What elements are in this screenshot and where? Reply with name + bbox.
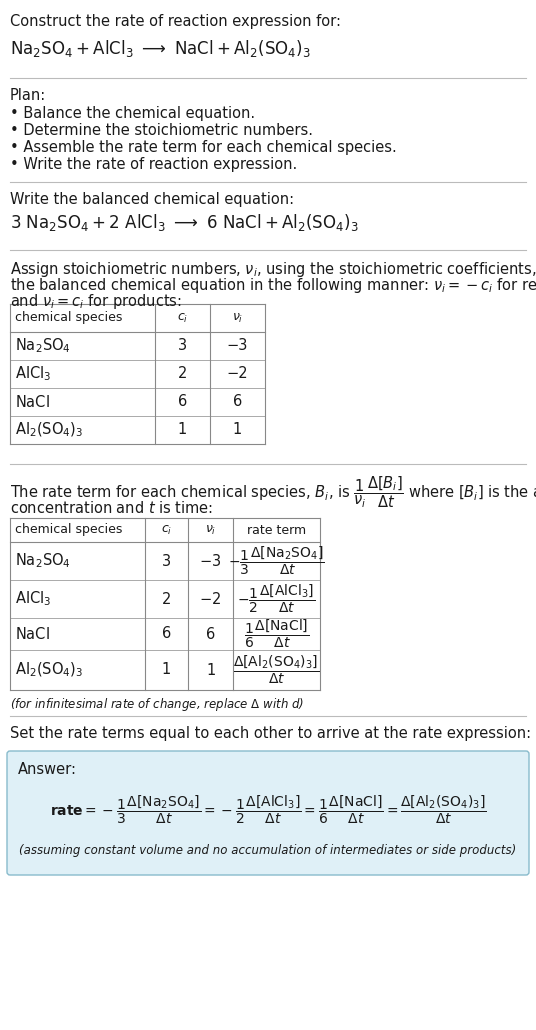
Text: (assuming constant volume and no accumulation of intermediates or side products): (assuming constant volume and no accumul…: [19, 844, 517, 857]
Text: Answer:: Answer:: [18, 762, 77, 777]
Text: 2: 2: [178, 367, 187, 381]
Text: $\mathrm{3\ Na_2SO_4 + 2\ AlCl_3\ \longrightarrow\ 6\ NaCl + Al_2(SO_4)_3}$: $\mathrm{3\ Na_2SO_4 + 2\ AlCl_3\ \longr…: [10, 212, 359, 233]
Text: $\mathbf{rate} = -\dfrac{1}{3}\dfrac{\Delta[\mathrm{Na_2SO_4}]}{\Delta t}= -\dfr: $\mathbf{rate} = -\dfrac{1}{3}\dfrac{\De…: [50, 794, 486, 826]
Text: and $\nu_i = c_i$ for products:: and $\nu_i = c_i$ for products:: [10, 291, 182, 311]
Text: $6$: $6$: [205, 626, 215, 642]
Text: $\mathrm{AlCl_3}$: $\mathrm{AlCl_3}$: [15, 365, 51, 383]
Text: $\mathrm{Al_2(SO_4)_3}$: $\mathrm{Al_2(SO_4)_3}$: [15, 421, 83, 439]
Text: $-3$: $-3$: [199, 553, 221, 569]
Text: $\nu_i$: $\nu_i$: [205, 523, 216, 537]
Text: −3: −3: [227, 339, 248, 353]
Text: $1$: $1$: [206, 662, 215, 678]
Text: Plan:: Plan:: [10, 88, 46, 103]
Text: 1: 1: [178, 422, 187, 438]
Text: • Determine the stoichiometric numbers.: • Determine the stoichiometric numbers.: [10, 123, 313, 138]
Text: $\dfrac{\Delta[\mathrm{Al_2(SO_4)_3}]}{\Delta t}$: $\dfrac{\Delta[\mathrm{Al_2(SO_4)_3}]}{\…: [233, 654, 319, 686]
FancyBboxPatch shape: [7, 751, 529, 876]
Text: $\dfrac{1}{6}\dfrac{\Delta[\mathrm{NaCl}]}{\Delta t}$: $\dfrac{1}{6}\dfrac{\Delta[\mathrm{NaCl}…: [244, 618, 309, 650]
Text: • Write the rate of reaction expression.: • Write the rate of reaction expression.: [10, 157, 297, 172]
Text: $\mathrm{Al_2(SO_4)_3}$: $\mathrm{Al_2(SO_4)_3}$: [15, 661, 83, 679]
Text: $-2$: $-2$: [199, 591, 221, 607]
Text: −2: −2: [227, 367, 248, 381]
Text: • Balance the chemical equation.: • Balance the chemical equation.: [10, 106, 255, 121]
Text: Set the rate terms equal to each other to arrive at the rate expression:: Set the rate terms equal to each other t…: [10, 726, 531, 741]
Text: $-\dfrac{1}{3}\dfrac{\Delta[\mathrm{Na_2SO_4}]}{\Delta t}$: $-\dfrac{1}{3}\dfrac{\Delta[\mathrm{Na_2…: [228, 545, 325, 577]
Text: the balanced chemical equation in the following manner: $\nu_i = -c_i$ for react: the balanced chemical equation in the fo…: [10, 276, 536, 295]
Text: $\mathrm{NaCl}$: $\mathrm{NaCl}$: [15, 394, 50, 410]
Text: $-\dfrac{1}{2}\dfrac{\Delta[\mathrm{AlCl_3}]}{\Delta t}$: $-\dfrac{1}{2}\dfrac{\Delta[\mathrm{AlCl…: [237, 583, 316, 615]
Text: 3: 3: [162, 553, 171, 569]
Text: rate term: rate term: [247, 523, 306, 537]
Text: 1: 1: [233, 422, 242, 438]
Text: 6: 6: [233, 394, 242, 410]
Text: $c_i$: $c_i$: [177, 311, 188, 324]
Text: 1: 1: [162, 662, 171, 678]
Text: Assign stoichiometric numbers, $\nu_i$, using the stoichiometric coefficients, $: Assign stoichiometric numbers, $\nu_i$, …: [10, 260, 536, 279]
Text: chemical species: chemical species: [15, 311, 122, 324]
Text: $\mathrm{Na_2SO_4}$: $\mathrm{Na_2SO_4}$: [15, 337, 71, 355]
Text: 6: 6: [178, 394, 187, 410]
Text: Write the balanced chemical equation:: Write the balanced chemical equation:: [10, 192, 294, 207]
Text: $\mathrm{NaCl}$: $\mathrm{NaCl}$: [15, 626, 50, 642]
Text: • Assemble the rate term for each chemical species.: • Assemble the rate term for each chemic…: [10, 140, 397, 154]
Text: (for infinitesimal rate of change, replace $\Delta$ with $d$): (for infinitesimal rate of change, repla…: [10, 696, 304, 713]
Text: $\mathrm{Na_2SO_4}$: $\mathrm{Na_2SO_4}$: [15, 552, 71, 571]
Text: 6: 6: [162, 626, 171, 642]
Text: concentration and $t$ is time:: concentration and $t$ is time:: [10, 500, 213, 516]
Text: $c_i$: $c_i$: [161, 523, 172, 537]
Text: The rate term for each chemical species, $B_i$, is $\dfrac{1}{\nu_i}\dfrac{\Delt: The rate term for each chemical species,…: [10, 474, 536, 510]
Text: 2: 2: [162, 591, 171, 607]
Text: $\mathrm{Na_2SO_4 + AlCl_3\ \longrightarrow\ NaCl + Al_2(SO_4)_3}$: $\mathrm{Na_2SO_4 + AlCl_3\ \longrightar…: [10, 38, 311, 59]
Text: 3: 3: [178, 339, 187, 353]
Text: $\mathrm{AlCl_3}$: $\mathrm{AlCl_3}$: [15, 589, 51, 609]
Text: chemical species: chemical species: [15, 523, 122, 537]
Text: $\nu_i$: $\nu_i$: [232, 311, 243, 324]
Text: Construct the rate of reaction expression for:: Construct the rate of reaction expressio…: [10, 14, 341, 29]
